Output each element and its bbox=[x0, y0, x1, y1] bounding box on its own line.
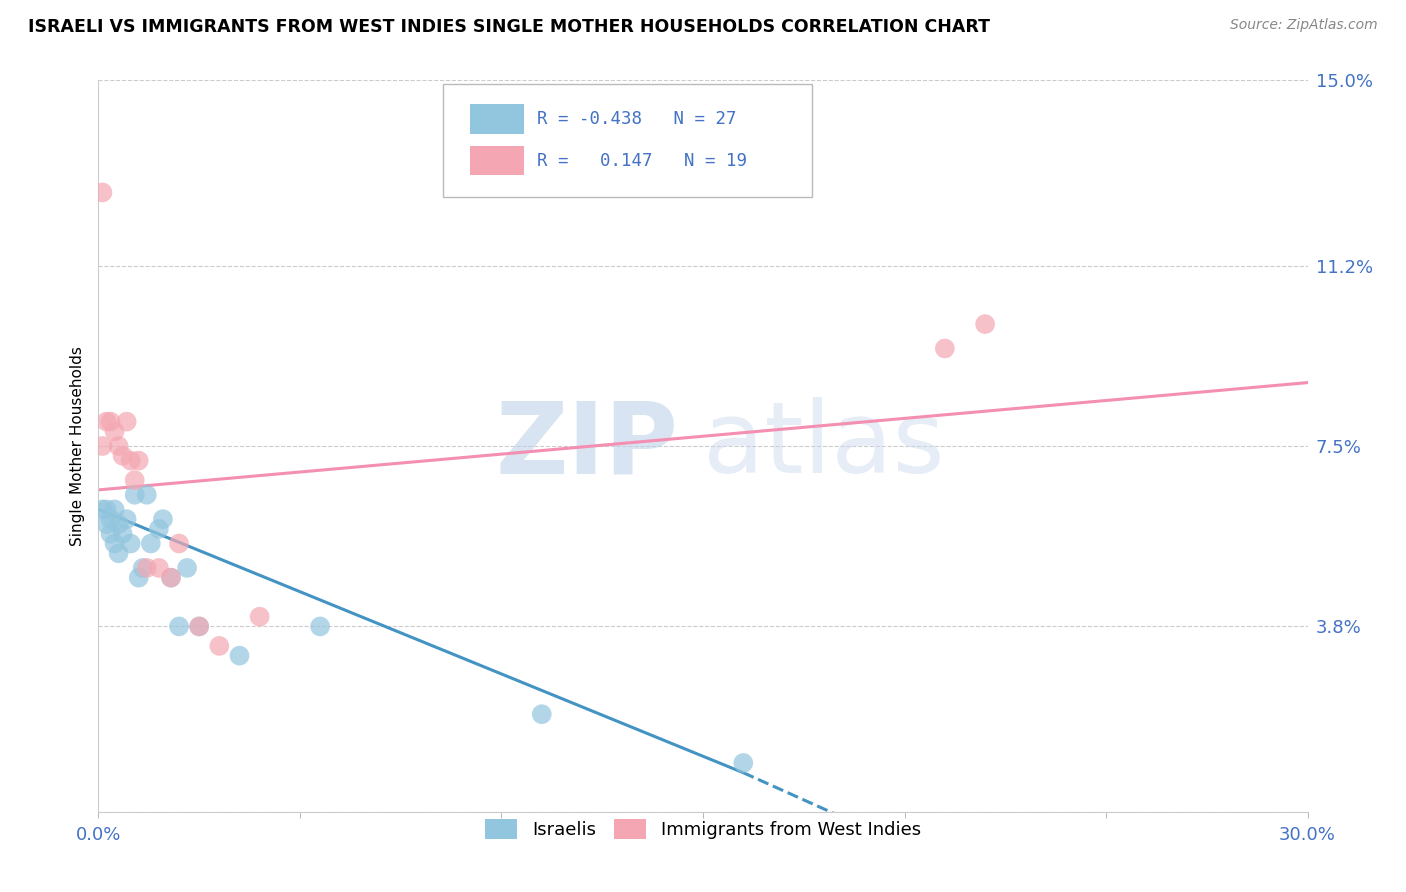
Point bbox=[120, 536, 142, 550]
Point bbox=[124, 473, 146, 487]
Text: atlas: atlas bbox=[703, 398, 945, 494]
Point bbox=[100, 415, 122, 429]
Point bbox=[115, 512, 138, 526]
Point bbox=[160, 571, 183, 585]
Point bbox=[120, 453, 142, 467]
Point bbox=[135, 488, 157, 502]
Point bbox=[148, 522, 170, 536]
Point bbox=[228, 648, 250, 663]
Point bbox=[530, 707, 553, 722]
Point bbox=[176, 561, 198, 575]
Point bbox=[167, 536, 190, 550]
Point bbox=[111, 449, 134, 463]
Point bbox=[91, 186, 114, 200]
Point bbox=[96, 415, 118, 429]
Y-axis label: Single Mother Households: Single Mother Households bbox=[69, 346, 84, 546]
Point bbox=[135, 561, 157, 575]
Point bbox=[115, 415, 138, 429]
Point bbox=[111, 526, 134, 541]
Legend: Israelis, Immigrants from West Indies: Israelis, Immigrants from West Indies bbox=[478, 812, 928, 847]
Point bbox=[249, 609, 271, 624]
Point bbox=[100, 526, 122, 541]
Point bbox=[132, 561, 155, 575]
Point bbox=[160, 571, 183, 585]
Point bbox=[188, 619, 211, 633]
Point bbox=[208, 639, 231, 653]
Point bbox=[974, 317, 997, 331]
Point bbox=[148, 561, 170, 575]
FancyBboxPatch shape bbox=[470, 146, 524, 176]
Text: Source: ZipAtlas.com: Source: ZipAtlas.com bbox=[1230, 18, 1378, 32]
Text: ZIP: ZIP bbox=[496, 398, 679, 494]
Point bbox=[124, 488, 146, 502]
Point bbox=[128, 453, 150, 467]
Point bbox=[103, 425, 125, 439]
Point bbox=[107, 546, 129, 560]
Point bbox=[100, 512, 122, 526]
Point bbox=[934, 342, 956, 356]
Point bbox=[107, 439, 129, 453]
Text: ISRAELI VS IMMIGRANTS FROM WEST INDIES SINGLE MOTHER HOUSEHOLDS CORRELATION CHAR: ISRAELI VS IMMIGRANTS FROM WEST INDIES S… bbox=[28, 18, 990, 36]
Point bbox=[103, 536, 125, 550]
Point bbox=[107, 516, 129, 531]
Point bbox=[128, 571, 150, 585]
FancyBboxPatch shape bbox=[470, 104, 524, 134]
Point bbox=[167, 619, 190, 633]
Point bbox=[733, 756, 755, 770]
Point bbox=[91, 502, 114, 516]
FancyBboxPatch shape bbox=[443, 84, 811, 197]
Point bbox=[96, 516, 118, 531]
Point bbox=[309, 619, 332, 633]
Point bbox=[139, 536, 162, 550]
Point bbox=[96, 502, 118, 516]
Text: R =   0.147   N = 19: R = 0.147 N = 19 bbox=[537, 152, 748, 169]
Point bbox=[152, 512, 174, 526]
Point bbox=[91, 439, 114, 453]
Point bbox=[188, 619, 211, 633]
Point bbox=[103, 502, 125, 516]
Text: R = -0.438   N = 27: R = -0.438 N = 27 bbox=[537, 110, 737, 128]
